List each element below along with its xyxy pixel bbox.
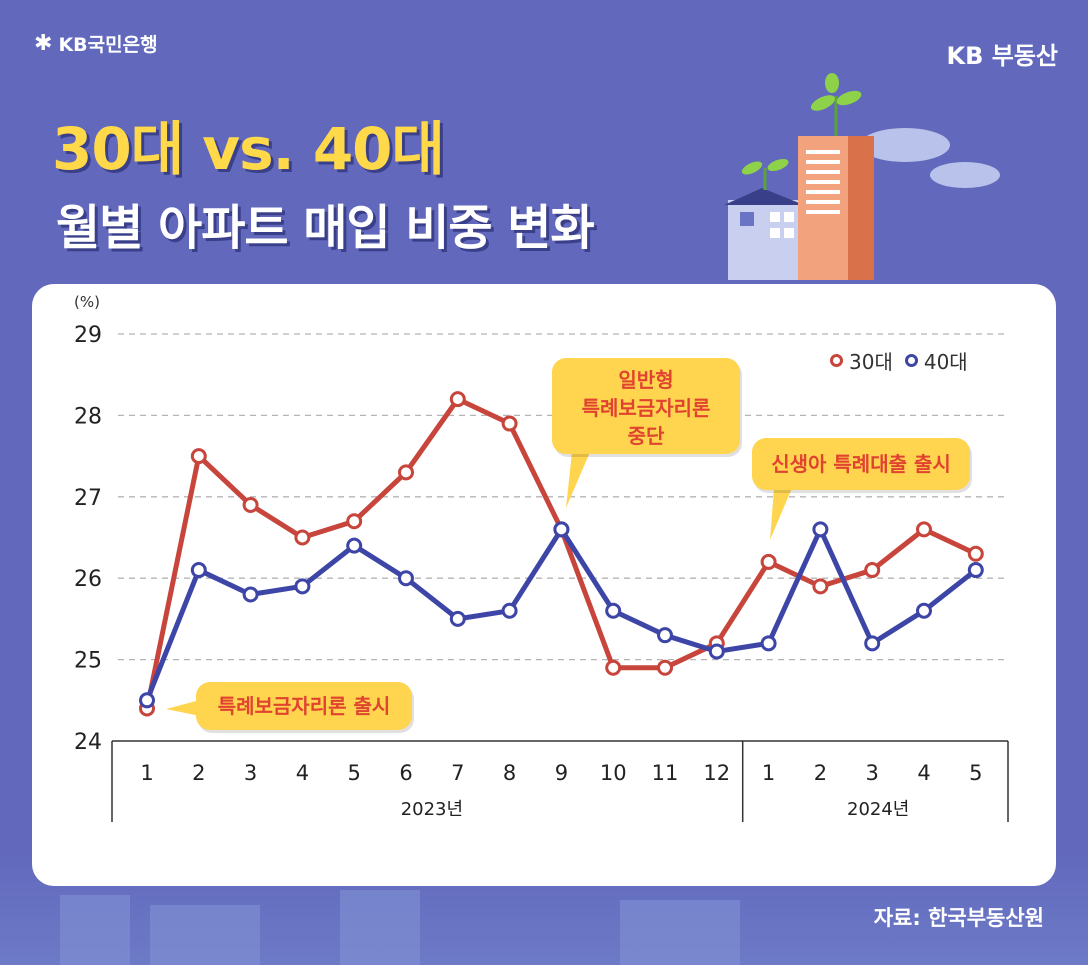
x-tick-label: 12	[703, 761, 730, 785]
callout-newborn: 신생아 특례대출 출시	[752, 438, 970, 490]
y-tick-label: 24	[74, 730, 102, 755]
data-point-40s	[708, 643, 725, 660]
x-tick-label: 7	[451, 761, 464, 785]
data-point-30s	[605, 659, 622, 676]
building-silhouette	[60, 895, 130, 965]
tall-building-icon	[798, 136, 874, 280]
kb-star-icon: ✱	[34, 31, 53, 56]
data-point-40s	[760, 635, 777, 652]
x-tick-label: 5	[969, 761, 982, 785]
callout-launch: 특례보금자리론 출시	[196, 682, 412, 730]
y-tick-label: 27	[74, 486, 102, 511]
data-point-40s	[553, 521, 570, 538]
data-point-30s	[967, 545, 984, 562]
x-tick-label: 10	[600, 761, 627, 785]
page-title: 30대 vs. 40대	[52, 115, 445, 183]
data-point-30s	[864, 562, 881, 579]
callout-newborn-text: 신생아 특례대출 출시	[771, 452, 951, 476]
callout-newborn-tail	[770, 488, 792, 540]
kb-bank-logo: ✱ KB국민은행	[34, 30, 158, 57]
building-silhouette	[340, 890, 420, 965]
data-point-40s	[501, 602, 518, 619]
data-point-40s	[864, 635, 881, 652]
data-point-30s	[190, 448, 207, 465]
series-line-40s	[144, 526, 978, 702]
x-tick-label: 4	[296, 761, 309, 785]
x-tick-label: 8	[503, 761, 516, 785]
kb-realestate-logo: KB 부동산	[946, 42, 1059, 70]
data-point-30s	[449, 391, 466, 408]
data-point-40s	[294, 578, 311, 595]
x-tick-label: 3	[866, 761, 879, 785]
data-point-40s	[139, 692, 155, 709]
page-subtitle: 월별 아파트 매입 비중 변화	[56, 200, 595, 256]
chart-card	[32, 284, 1056, 886]
y-unit-label: (%)	[74, 293, 100, 311]
legend-marker-30s	[830, 354, 843, 367]
building-silhouette	[620, 900, 740, 965]
callout-suspend-line3: 중단	[627, 424, 665, 448]
data-point-30s	[760, 553, 777, 570]
small-house-icon	[724, 188, 804, 280]
x-tick-label: 1	[140, 761, 153, 785]
cloud-icon	[860, 128, 1000, 188]
data-point-30s	[294, 529, 311, 546]
y-tick-label: 29	[74, 323, 102, 348]
year-group-label: 2024년	[847, 799, 909, 820]
x-tick-label: 9	[555, 761, 568, 785]
y-tick-label: 25	[74, 649, 102, 674]
x-tick-label: 2	[192, 761, 205, 785]
legend-label-30s: 30대	[849, 350, 893, 374]
buildings-illustration	[724, 73, 1000, 280]
callout-launch-text: 특례보금자리론 출시	[217, 694, 391, 718]
year-group-label: 2023년	[401, 799, 463, 820]
data-point-30s	[501, 415, 518, 432]
x-tick-label: 6	[399, 761, 412, 785]
data-point-40s	[967, 562, 984, 579]
data-point-30s	[916, 521, 932, 538]
data-point-40s	[242, 586, 259, 603]
data-point-30s	[346, 513, 363, 530]
callout-suspend-tail	[566, 452, 590, 508]
bank-logo-text: KB국민은행	[58, 34, 158, 56]
x-tick-label: 2	[814, 761, 827, 785]
x-tick-label: 1	[762, 761, 775, 785]
x-tick-label: 4	[917, 761, 930, 785]
legend-marker-40s	[904, 354, 918, 367]
data-point-30s	[398, 464, 414, 481]
data-point-40s	[190, 562, 207, 579]
building-silhouette	[150, 905, 260, 965]
callout-suspend-line1: 일반형	[618, 368, 674, 392]
data-point-30s	[812, 578, 829, 595]
data-point-40s	[657, 627, 673, 644]
data-point-30s	[657, 659, 673, 676]
x-tick-label: 5	[348, 761, 361, 785]
callout-launch-tail	[166, 700, 200, 716]
data-point-40s	[449, 610, 466, 627]
chart-legend: 30대 40대	[830, 346, 968, 375]
x-tick-label: 3	[244, 761, 257, 785]
x-tick-label: 11	[652, 761, 679, 785]
y-tick-label: 28	[74, 404, 102, 429]
y-tick-label: 26	[74, 567, 102, 592]
sprout-icon	[741, 73, 862, 190]
data-point-40s	[398, 570, 414, 587]
data-point-40s	[605, 602, 622, 619]
data-point-40s	[916, 602, 932, 619]
data-point-40s	[812, 521, 829, 538]
callout-suspend-line2: 특례보금자리론	[581, 396, 711, 420]
callout-suspend: 일반형 특례보금자리론 중단	[552, 358, 740, 454]
data-point-40s	[346, 537, 363, 554]
data-point-30s	[242, 496, 259, 513]
legend-label-40s: 40대	[923, 350, 968, 374]
source-note: 자료: 한국부동산원	[873, 906, 1044, 930]
